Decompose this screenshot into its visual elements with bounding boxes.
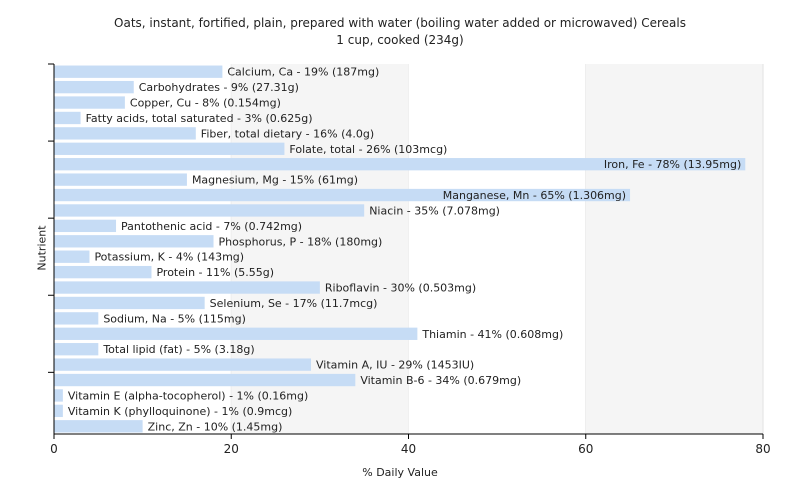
data-label: Carbohydrates - 9% (27.31g) (139, 81, 299, 94)
bar (54, 188, 631, 202)
data-label: Riboflavin - 30% (0.503mg) (325, 282, 476, 295)
bar (54, 111, 81, 125)
data-label: Calcium, Ca - 19% (187mg) (227, 66, 379, 79)
data-label: Sodium, Na - 5% (115mg) (103, 312, 246, 325)
data-label: Fiber, total dietary - 16% (4.0g) (201, 127, 374, 140)
bar (54, 343, 99, 356)
bar (54, 404, 63, 418)
bar (54, 265, 152, 279)
data-label: Copper, Cu - 8% (0.154mg) (130, 97, 281, 110)
bar (54, 158, 746, 171)
x-tick-label: 0 (50, 442, 58, 456)
data-label: Selenium, Se - 17% (11.7mcg) (210, 297, 378, 310)
data-label: Potassium, K - 4% (143mg) (94, 251, 244, 264)
bar (54, 250, 90, 263)
data-label: Vitamin E (alpha-tocopherol) - 1% (0.16m… (68, 389, 308, 402)
bar (54, 80, 134, 94)
data-label: Fatty acids, total saturated - 3% (0.625… (86, 112, 313, 125)
y-axis-label: Nutrient (35, 225, 49, 271)
data-label: Iron, Fe - 78% (13.95mg) (604, 158, 741, 171)
data-label: Thiamin - 41% (0.608mg) (421, 328, 563, 341)
bar (54, 327, 418, 340)
bar (54, 235, 214, 248)
bar (54, 312, 99, 325)
data-label: Phosphorus, P - 18% (180mg) (219, 235, 383, 248)
bar (54, 420, 143, 433)
chart-title: Oats, instant, fortified, plain, prepare… (114, 16, 686, 30)
data-label: Zinc, Zn - 10% (1.45mg) (148, 420, 283, 433)
bar (54, 358, 312, 371)
data-label: Niacin - 35% (7.078mg) (369, 204, 500, 217)
bar (54, 142, 285, 155)
grid-band (585, 64, 763, 434)
bar (54, 127, 196, 140)
chart-subtitle: 1 cup, cooked (234g) (336, 33, 464, 47)
data-label: Magnesium, Mg - 15% (61mg) (192, 174, 358, 187)
grid-band (231, 64, 409, 434)
data-label: Vitamin K (phylloquinone) - 1% (0.9mcg) (68, 405, 292, 418)
bar (54, 373, 356, 387)
data-label: Total lipid (fat) - 5% (3.18g) (102, 343, 254, 356)
data-label: Pantothenic acid - 7% (0.742mg) (121, 220, 302, 233)
data-label: Manganese, Mn - 65% (1.306mg) (443, 189, 626, 202)
data-label: Folate, total - 26% (103mcg) (289, 143, 447, 156)
data-label: Vitamin A, IU - 29% (1453IU) (316, 359, 474, 372)
bar (54, 204, 365, 217)
bar (54, 65, 223, 78)
data-label: Vitamin B-6 - 34% (0.679mg) (360, 374, 521, 387)
bar (54, 96, 125, 109)
grid-band (54, 64, 232, 434)
data-label: Protein - 11% (5.55g) (156, 266, 274, 279)
grid-band (408, 64, 586, 434)
x-tick-label: 60 (578, 442, 593, 456)
bar (54, 281, 320, 294)
x-tick-label: 40 (401, 442, 416, 456)
bar (54, 296, 205, 310)
bar (54, 219, 117, 233)
x-tick-label: 80 (755, 442, 770, 456)
x-axis-label: % Daily Value (362, 466, 438, 479)
bar (54, 173, 187, 186)
x-tick-label: 20 (224, 442, 239, 456)
bar (54, 389, 63, 402)
